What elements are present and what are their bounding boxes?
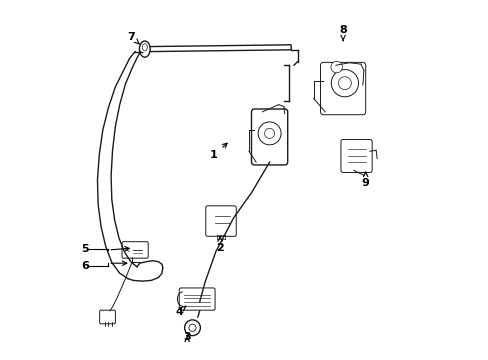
Text: 6: 6 xyxy=(81,261,89,271)
Circle shape xyxy=(330,61,342,73)
Circle shape xyxy=(338,77,351,90)
FancyBboxPatch shape xyxy=(122,242,148,258)
Circle shape xyxy=(184,320,200,336)
Text: 2: 2 xyxy=(216,237,224,253)
FancyBboxPatch shape xyxy=(205,206,236,236)
Text: 3: 3 xyxy=(183,332,190,342)
FancyBboxPatch shape xyxy=(179,288,215,310)
Ellipse shape xyxy=(142,44,147,51)
Text: 9: 9 xyxy=(361,172,369,188)
Text: 8: 8 xyxy=(339,25,346,41)
FancyBboxPatch shape xyxy=(100,310,115,324)
Text: 1: 1 xyxy=(210,143,227,160)
Circle shape xyxy=(188,324,196,331)
Circle shape xyxy=(264,129,274,138)
Text: 5: 5 xyxy=(81,244,88,254)
Circle shape xyxy=(330,69,358,97)
FancyBboxPatch shape xyxy=(320,62,365,115)
Circle shape xyxy=(258,122,281,145)
Text: 7: 7 xyxy=(127,32,139,44)
Polygon shape xyxy=(147,45,290,51)
FancyBboxPatch shape xyxy=(340,139,371,172)
FancyBboxPatch shape xyxy=(251,109,287,165)
Ellipse shape xyxy=(139,41,150,57)
Text: 4: 4 xyxy=(175,306,185,316)
